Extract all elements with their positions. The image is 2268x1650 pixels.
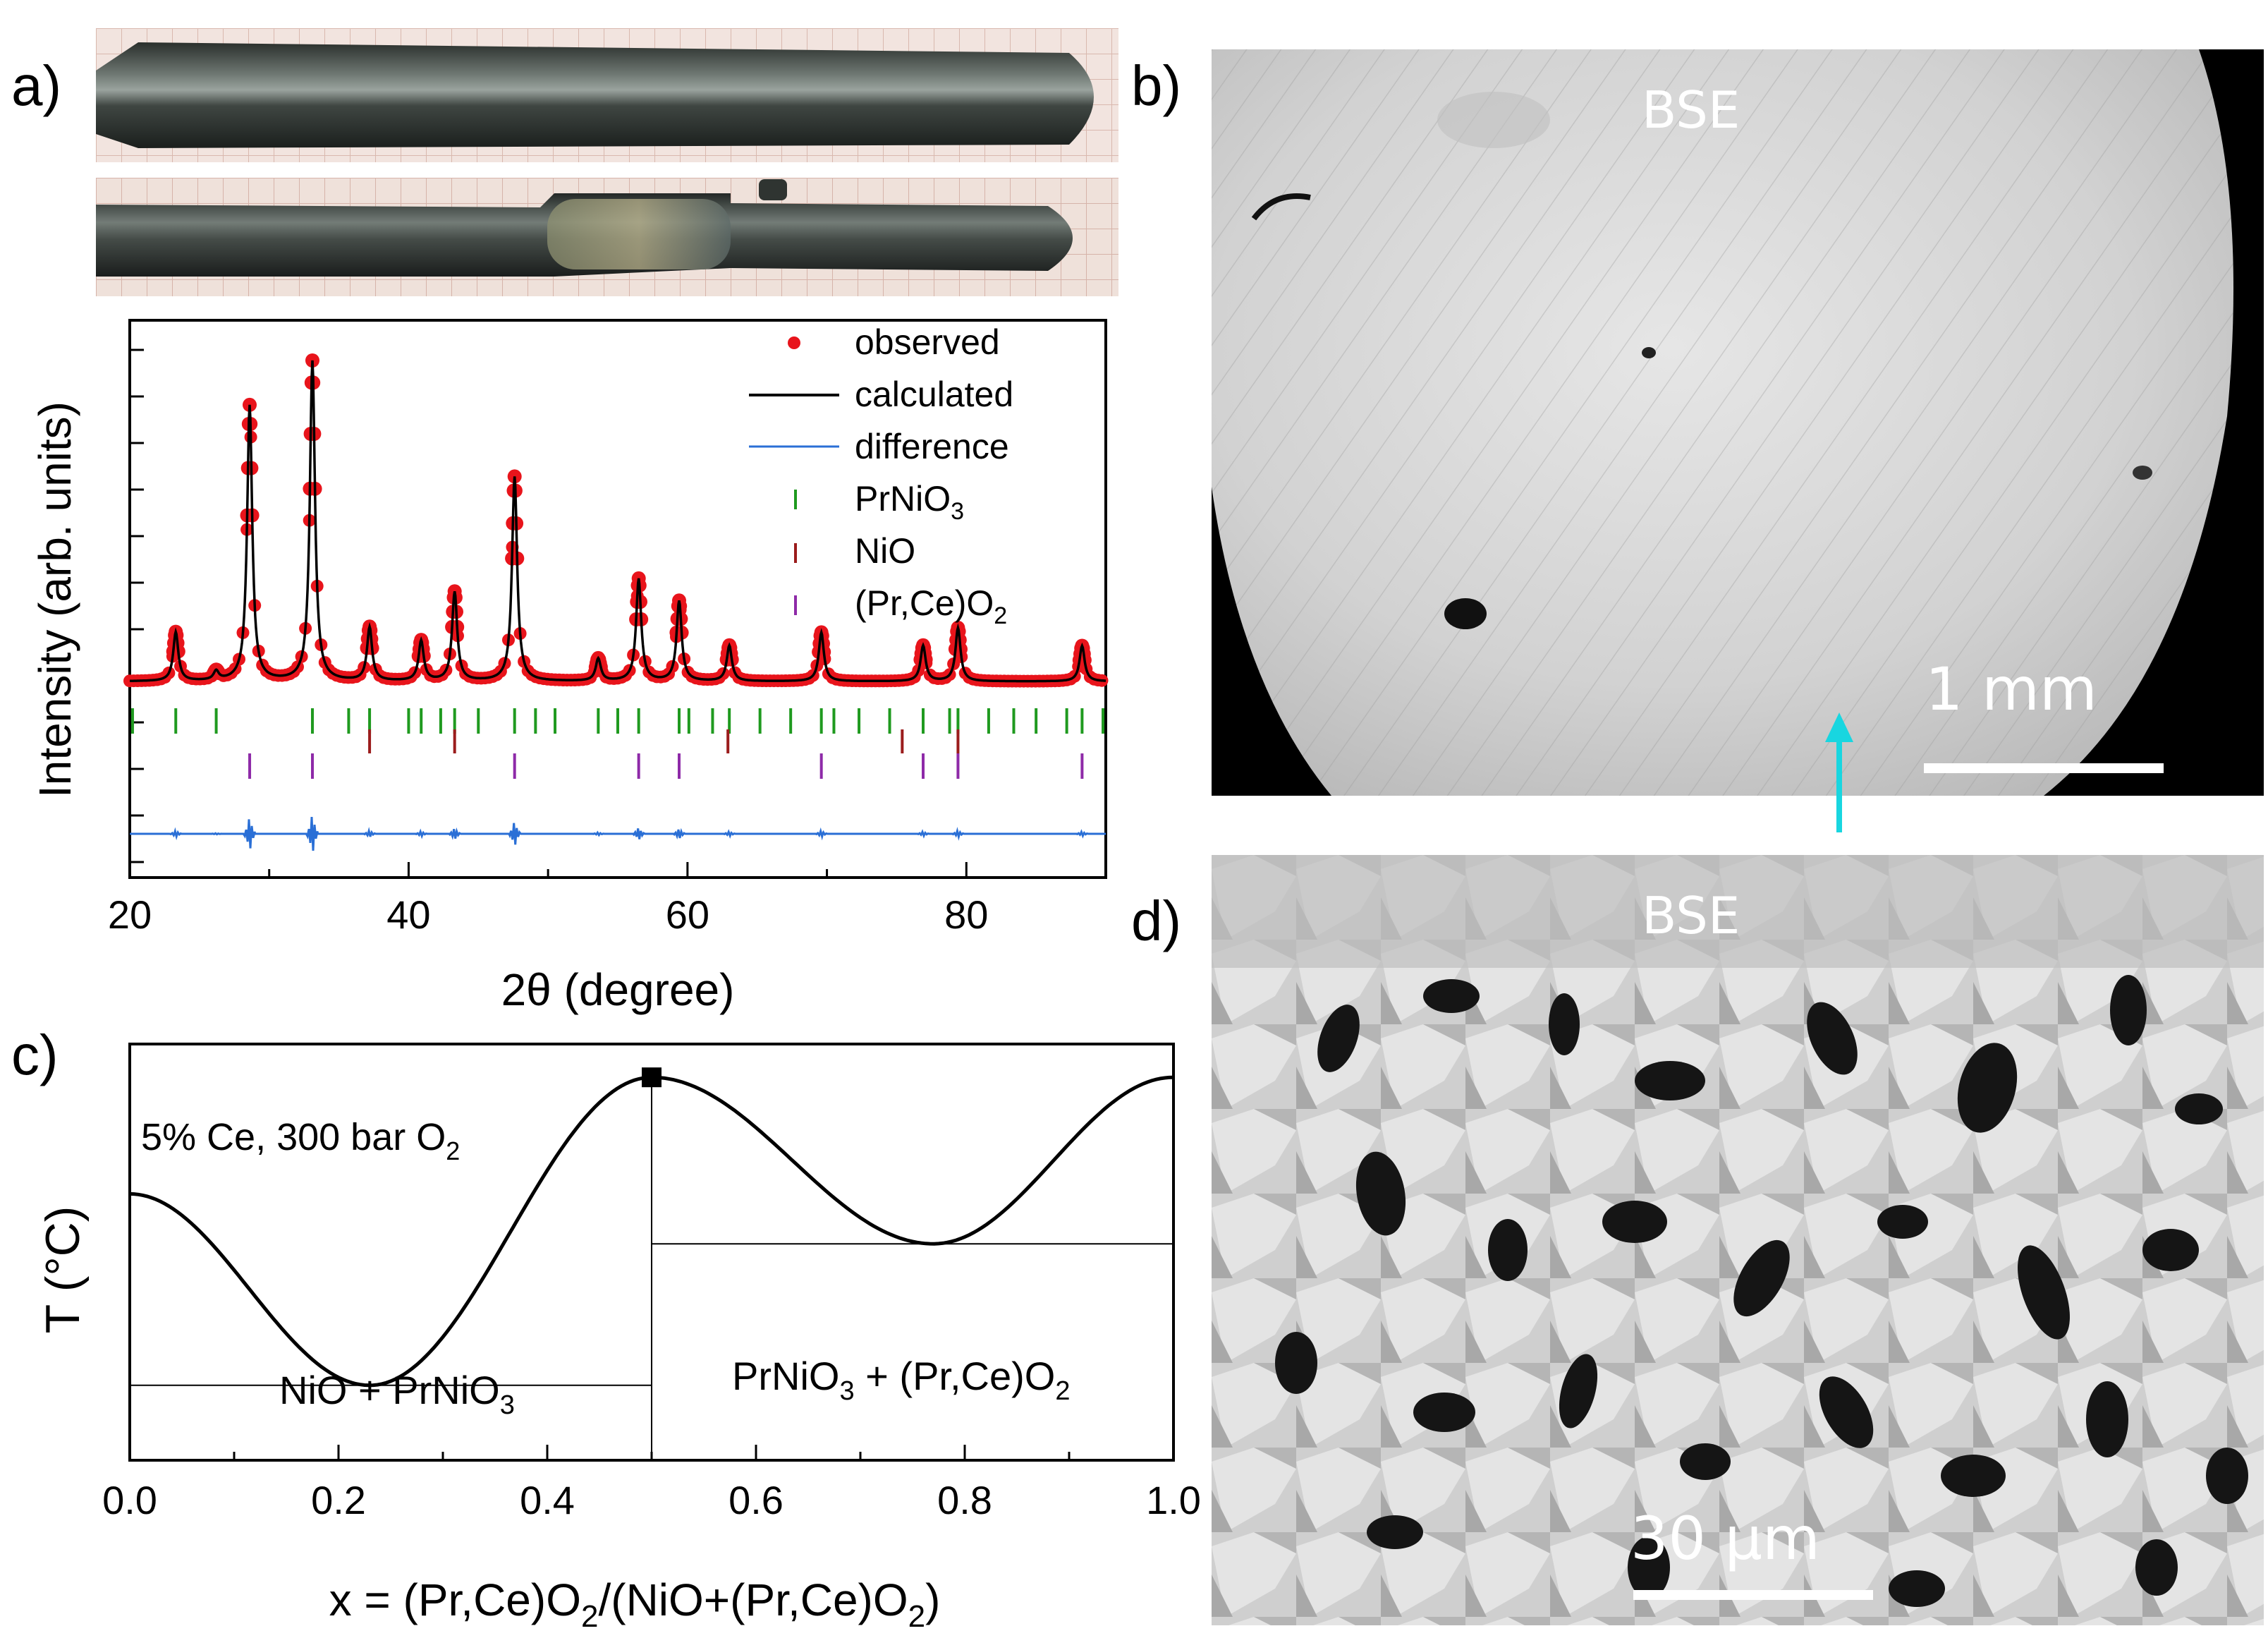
panel-label-b: b)	[1131, 54, 1182, 117]
pd-x-tick-label: 0.8	[937, 1478, 992, 1522]
xrd-plot-frame	[128, 319, 1107, 879]
xrd-x-tick-label: 60	[666, 892, 709, 937]
sem-d-detector-label: BSE	[1642, 886, 1740, 945]
sem-b-scalebar-text: 1 mm	[1925, 655, 2097, 724]
pd-x-tick-label: 0.2	[311, 1478, 366, 1522]
pd-y-axis-label: T (°C)	[36, 1206, 90, 1334]
pd-x-axis-label: x = (Pr,Ce)O2/(NiO+(Pr,Ce)O2)	[329, 1575, 941, 1634]
crystal-rod-photo-top	[96, 28, 1118, 162]
pd-liquidus-left	[129, 1075, 652, 1388]
xrd-x-axis-label: 2θ (degree)	[501, 964, 735, 1015]
xrd-y-axis-label: Intensity (arb. units)	[30, 401, 80, 798]
pd-x-tick-label: 0.4	[520, 1478, 575, 1522]
connector-arrow	[1825, 712, 1853, 832]
panel-label-d: d)	[1131, 890, 1182, 952]
phase-diagram: 0.0 0.2 0.4 0.6 0.8 1.0 5% Ce, 300 bar O2 NiO…	[36, 1043, 1201, 1634]
legend-calculated-label: calculated	[855, 375, 1013, 414]
xrd-reflection-markers	[130, 708, 1105, 779]
pd-left-region-label: NiO + PrNiO3	[279, 1368, 515, 1420]
sem-b-scalebar	[1924, 763, 2164, 773]
sem-image-d: BSE 30 μm	[1212, 855, 2264, 1625]
pd-annotation: 5% Ce, 300 bar O2	[141, 1116, 460, 1165]
legend-observed-symbol	[788, 336, 800, 349]
xrd-x-tick-label: 80	[944, 892, 988, 937]
legend-difference-label: difference	[855, 427, 1009, 466]
panel-label-c: c)	[11, 1024, 59, 1086]
xrd-legend: observed calculated difference PrNiO3 Ni…	[749, 322, 1013, 629]
pd-right-region-label: PrNiO3 + (Pr,Ce)O2	[732, 1354, 1070, 1406]
xrd-calculated-line	[130, 360, 1106, 683]
legend-ceo2-label: (Pr,Ce)O2	[855, 583, 1007, 629]
xrd-x-ticks: 20 40 60 80	[108, 862, 1107, 937]
pd-congruent-point	[642, 1067, 662, 1088]
legend-nio-label: NiO	[855, 531, 915, 571]
xrd-x-tick-label: 40	[386, 892, 430, 937]
sem-b-detector-label: BSE	[1642, 80, 1740, 140]
legend-observed-label: observed	[855, 322, 1000, 362]
pd-x-tick-label: 0.0	[102, 1478, 157, 1522]
pd-x-tick-label: 0.6	[728, 1478, 784, 1522]
legend-prnio3-label: PrNiO3	[855, 479, 964, 525]
xrd-chart: 20 40 60 80 observed calculated difference …	[30, 319, 1109, 1015]
xrd-y-ticks	[130, 348, 144, 863]
panel-label-a: a)	[11, 54, 62, 117]
pd-liquidus-right	[651, 1075, 1174, 1246]
crystal-rod-photo-bottom	[96, 178, 1118, 296]
sem-d-scalebar-text: 30 μm	[1630, 1504, 1820, 1573]
pd-x-tick-label: 1.0	[1146, 1478, 1201, 1522]
sem-d-scalebar	[1633, 1590, 1873, 1600]
xrd-difference-line	[130, 817, 1106, 851]
pd-x-ticks: 0.0 0.2 0.4 0.6 0.8 1.0	[102, 1445, 1201, 1522]
xrd-x-tick-label: 20	[108, 892, 152, 937]
sem-image-b: BSE 1 mm	[1212, 49, 2264, 796]
